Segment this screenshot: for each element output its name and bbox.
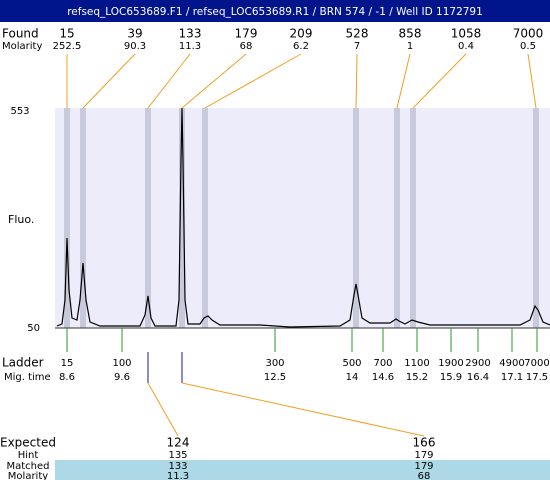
expected-expected: 166	[413, 436, 436, 450]
found-molarity: 68	[240, 41, 253, 52]
found-size: 209	[290, 27, 313, 41]
y-axis-label: Fluo.	[8, 213, 34, 226]
found-size: 858	[399, 27, 422, 41]
mig-time-label: Mig. time	[4, 372, 51, 383]
expected-row-label: Hint	[18, 450, 39, 461]
found-label: Found	[2, 27, 39, 41]
ladder-size: 2900	[465, 358, 490, 369]
ladder-time: 12.5	[264, 372, 286, 383]
title-bar	[0, 0, 550, 22]
ladder-time: 15.2	[406, 372, 428, 383]
peak-link	[147, 53, 191, 109]
ladder-time: 14	[346, 372, 359, 383]
y-max-label: 553	[10, 106, 29, 117]
found-molarity: 6.2	[293, 41, 309, 52]
expected-hint: 135	[168, 450, 187, 461]
found-size: 179	[235, 27, 258, 41]
match-link	[147, 382, 179, 437]
matched-highlight	[55, 460, 550, 480]
match-link	[181, 382, 425, 437]
found-molarity: 11.3	[179, 41, 201, 52]
ladder-size: 500	[342, 358, 361, 369]
ladder-time: 14.6	[372, 372, 394, 383]
ladder-size: 300	[265, 358, 284, 369]
found-size: 15	[59, 27, 74, 41]
ladder-time: 8.6	[59, 372, 75, 383]
molarity-label: Molarity	[2, 41, 42, 52]
expected-molarity: 11.3	[167, 471, 189, 480]
expected-row-label: Molarity	[8, 471, 48, 480]
found-size: 7000	[513, 27, 544, 41]
expected-matched: 133	[168, 461, 187, 472]
ladder-size: 15	[61, 358, 74, 369]
ladder-size: 700	[373, 358, 392, 369]
found-molarity: 1	[407, 41, 413, 52]
peak-band	[145, 108, 151, 328]
peak-band	[353, 108, 359, 328]
ladder-time: 15.9	[440, 372, 462, 383]
ladder-size: 1100	[404, 358, 429, 369]
found-molarity: 90.3	[124, 41, 146, 52]
ladder-time: 17.1	[501, 372, 523, 383]
peak-link	[181, 53, 247, 109]
title: refseq_LOC653689.F1 / refseq_LOC653689.R…	[67, 6, 483, 18]
found-molarity: 0.5	[520, 41, 536, 52]
peak-band	[410, 108, 416, 328]
peak-band	[80, 108, 86, 328]
found-size: 1058	[451, 27, 482, 41]
found-molarity: 252.5	[53, 41, 82, 52]
peak-link	[412, 53, 467, 109]
expected-molarity: 68	[418, 471, 431, 480]
expected-matched: 179	[414, 461, 433, 472]
found-size: 528	[346, 27, 369, 41]
ladder-size: 100	[112, 358, 131, 369]
peak-link	[396, 53, 411, 109]
expected-expected: 124	[167, 436, 190, 450]
peak-link	[82, 53, 136, 109]
peak-link	[355, 53, 358, 109]
expected-row-label: Matched	[6, 461, 49, 472]
peak-link	[527, 53, 537, 109]
expected-row-label: Expected	[0, 436, 56, 450]
found-molarity: 7	[354, 41, 360, 52]
found-size: 133	[179, 27, 202, 41]
peak-band	[179, 108, 185, 328]
ladder-time: 9.6	[114, 372, 130, 383]
plot-area	[55, 108, 550, 328]
trace	[56, 107, 550, 328]
ladder-size: 4900	[499, 358, 524, 369]
found-molarity: 0.4	[458, 41, 474, 52]
peak-band	[394, 108, 400, 328]
y-min-label: 50	[27, 323, 40, 334]
ladder-label: Ladder	[2, 356, 44, 370]
peak-band	[533, 108, 539, 328]
ladder-time: 17.5	[526, 372, 548, 383]
ladder-size: 7000	[524, 358, 549, 369]
peak-band	[202, 108, 208, 328]
expected-hint: 179	[414, 450, 433, 461]
ladder-size: 1900	[438, 358, 463, 369]
ladder-time: 16.4	[467, 372, 489, 383]
peak-link	[204, 53, 302, 109]
found-size: 39	[127, 27, 142, 41]
peak-band	[64, 108, 70, 328]
